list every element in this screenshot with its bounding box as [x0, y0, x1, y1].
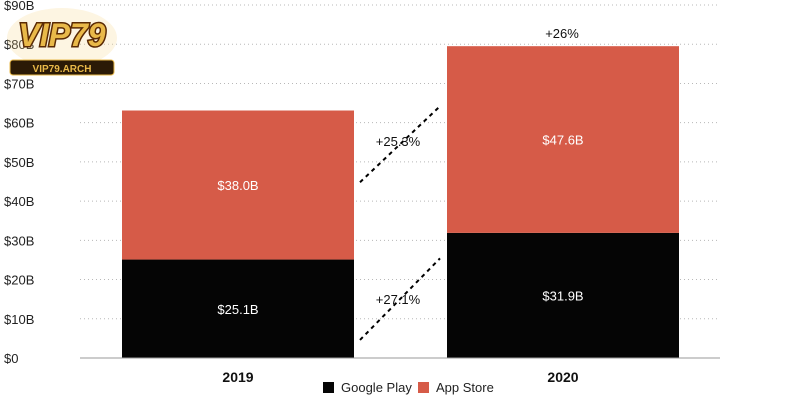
bar-app-store-2019 [122, 110, 354, 260]
y-tick-label: $90B [4, 0, 34, 13]
growth-label-total: +26% [545, 26, 579, 41]
legend: Google Play App Store [323, 380, 494, 395]
growth-connectors [359, 105, 441, 341]
gridlines [80, 4, 720, 320]
connector-app-store [359, 105, 441, 184]
bar-google-play-2020 [447, 232, 679, 358]
logo: VIP79 VIP79.ARCH [7, 8, 117, 76]
growth-label-google-play: +27.1% [376, 292, 421, 307]
y-tick-label: $40B [4, 194, 34, 209]
bar-google-play-2019 [122, 259, 354, 358]
logo-main-text: VIP79 [18, 17, 105, 53]
y-tick-label: $30B [4, 233, 34, 248]
y-tick-label: $20B [4, 273, 34, 288]
bars: $25.1B $38.0B 2019 $31.9B $47.6B 2020 [122, 46, 679, 385]
data-label: $47.6B [542, 133, 583, 148]
data-label: $38.0B [217, 178, 258, 193]
y-tick-label: $60B [4, 116, 34, 131]
y-axis-ticks: $0 $10B $20B $30B $40B $50B $60B $70B $80B $90B [4, 0, 34, 366]
y-tick-label: $70B [4, 76, 34, 91]
legend-label-app-store: App Store [436, 380, 494, 395]
bar-app-store-2020 [447, 46, 679, 233]
logo-band [9, 59, 115, 76]
y-tick-label: $0 [4, 351, 18, 366]
y-tick-label: $80B [4, 37, 34, 52]
logo-glow [7, 8, 117, 68]
y-tick-label: $50B [4, 155, 34, 170]
data-label: $31.9B [542, 288, 583, 303]
legend-swatch-google-play [323, 382, 334, 393]
x-category-label: 2020 [547, 369, 578, 385]
data-label: $25.1B [217, 302, 258, 317]
growth-label-app-store: +25.3% [376, 134, 421, 149]
y-tick-label: $10B [4, 312, 34, 327]
connector-google-play [359, 257, 441, 341]
legend-label-google-play: Google Play [341, 380, 412, 395]
logo-sub-text: VIP79.ARCH [33, 64, 92, 75]
legend-swatch-app-store [418, 382, 429, 393]
x-category-label: 2019 [222, 369, 253, 385]
